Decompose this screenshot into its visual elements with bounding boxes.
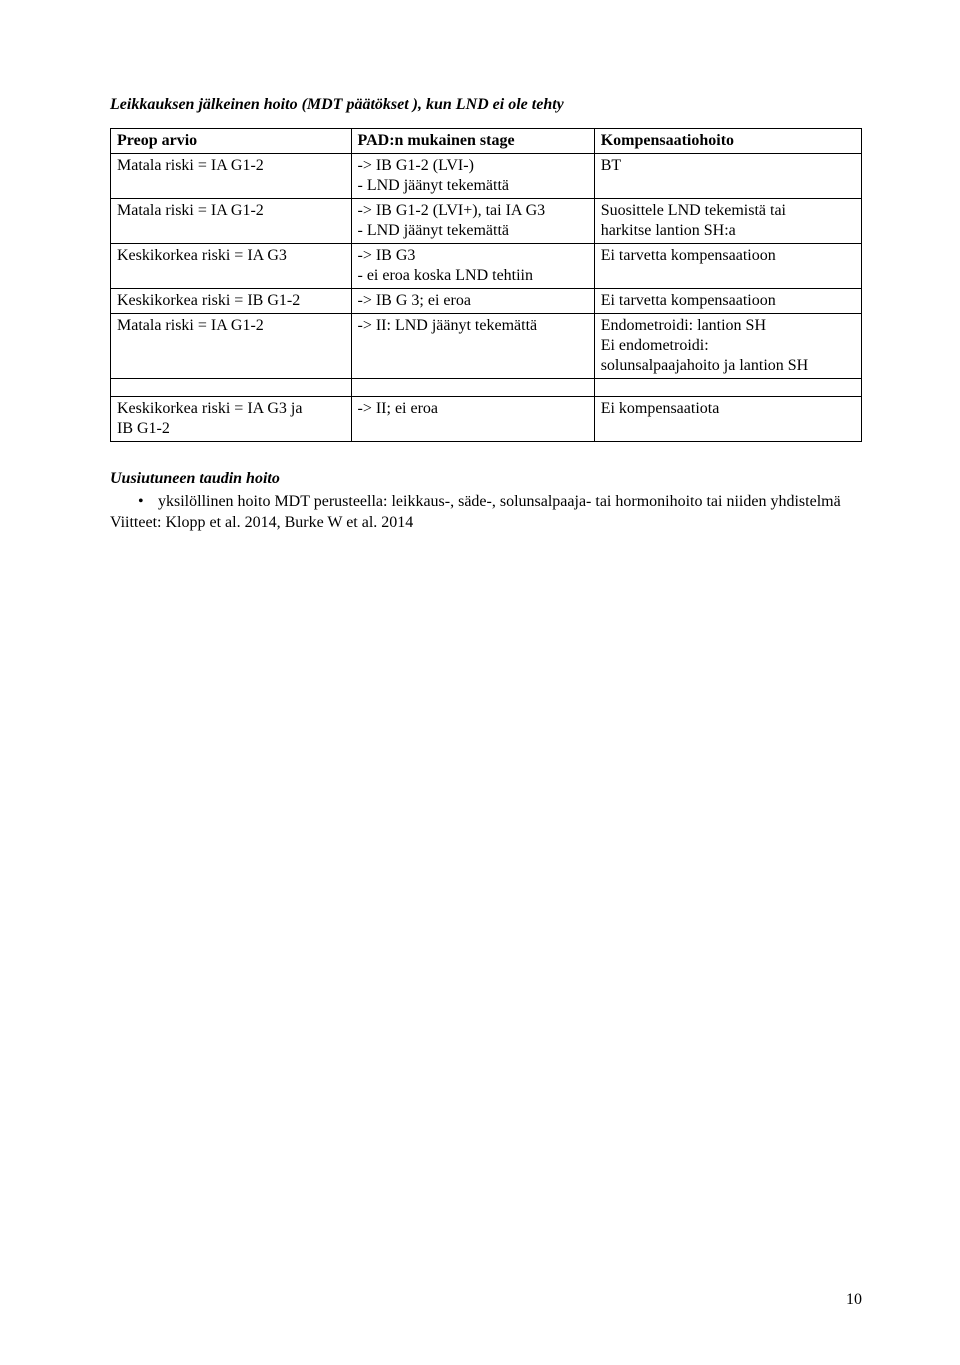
cell-line: Ei endometroidi: — [601, 337, 709, 354]
cell-line: -> IB G1-2 (LVI+), tai IA G3 — [358, 202, 546, 219]
cell: Ei tarvetta kompensaatioon — [594, 244, 861, 289]
table-row: Matala riski = IA G1-2 -> II: LND jäänyt… — [111, 314, 862, 379]
cell-line: -> IB G1-2 (LVI-) — [358, 157, 474, 174]
cell-line: Endometroidi: lantion SH — [601, 317, 766, 334]
gap-cell — [351, 379, 594, 397]
table-row: Matala riski = IA G1-2 -> IB G1-2 (LVI+)… — [111, 199, 862, 244]
cell: -> II; ei eroa — [351, 397, 594, 442]
cell: Matala riski = IA G1-2 — [111, 199, 352, 244]
cell-line: harkitse lantion SH:a — [601, 222, 736, 239]
treatment-table: Preop arvio PAD:n mukainen stage Kompens… — [110, 128, 862, 442]
cell: Endometroidi: lantion SH Ei endometroidi… — [594, 314, 861, 379]
col-header-1: Preop arvio — [111, 129, 352, 154]
cell: Keskikorkea riski = IA G3 ja IB G1-2 — [111, 397, 352, 442]
table-row: Keskikorkea riski = IA G3 -> IB G3 - ei … — [111, 244, 862, 289]
cell: -> IB G1-2 (LVI+), tai IA G3 - LND jääny… — [351, 199, 594, 244]
cell-line: - LND jäänyt tekemättä — [358, 222, 510, 239]
page-number: 10 — [846, 1291, 862, 1309]
cell: -> IB G1-2 (LVI-) - LND jäänyt tekemättä — [351, 154, 594, 199]
cell: -> II: LND jäänyt tekemättä — [351, 314, 594, 379]
cell-line: -> IB G3 — [358, 247, 416, 264]
cell: Matala riski = IA G1-2 — [111, 314, 352, 379]
bullet-list: yksilöllinen hoito MDT perusteella: leik… — [110, 492, 862, 512]
cell: -> IB G 3; ei eroa — [351, 289, 594, 314]
cell: Ei tarvetta kompensaatioon — [594, 289, 861, 314]
cell: Matala riski = IA G1-2 — [111, 154, 352, 199]
cell-line: - LND jäänyt tekemättä — [358, 177, 510, 194]
cell-line: solunsalpaajahoito ja lantion SH — [601, 357, 809, 374]
cell: Suosittele LND tekemistä tai harkitse la… — [594, 199, 861, 244]
cell: Ei kompensaatiota — [594, 397, 861, 442]
table-row: Keskikorkea riski = IB G1-2 -> IB G 3; e… — [111, 289, 862, 314]
table-row: Keskikorkea riski = IA G3 ja IB G1-2 -> … — [111, 397, 862, 442]
table-row: Matala riski = IA G1-2 -> IB G1-2 (LVI-)… — [111, 154, 862, 199]
cell: BT — [594, 154, 861, 199]
cell-line: Keskikorkea riski = IA G3 ja — [117, 400, 302, 417]
cell: -> IB G3 - ei eroa koska LND tehtiin — [351, 244, 594, 289]
section-subheading: Uusiutuneen taudin hoito — [110, 470, 862, 488]
col-header-2: PAD:n mukainen stage — [351, 129, 594, 154]
cell-line: - ei eroa koska LND tehtiin — [358, 267, 534, 284]
table-gap-row — [111, 379, 862, 397]
cell: Keskikorkea riski = IB G1-2 — [111, 289, 352, 314]
cell-line: IB G1-2 — [117, 420, 170, 437]
table-header-row: Preop arvio PAD:n mukainen stage Kompens… — [111, 129, 862, 154]
page-heading: Leikkauksen jälkeinen hoito (MDT päätöks… — [110, 96, 862, 114]
gap-cell — [594, 379, 861, 397]
references-line: Viitteet: Klopp et al. 2014, Burke W et … — [110, 514, 862, 532]
cell: Keskikorkea riski = IA G3 — [111, 244, 352, 289]
list-item: yksilöllinen hoito MDT perusteella: leik… — [138, 492, 862, 512]
cell-line: Suosittele LND tekemistä tai — [601, 202, 786, 219]
gap-cell — [111, 379, 352, 397]
col-header-3: Kompensaatiohoito — [594, 129, 861, 154]
